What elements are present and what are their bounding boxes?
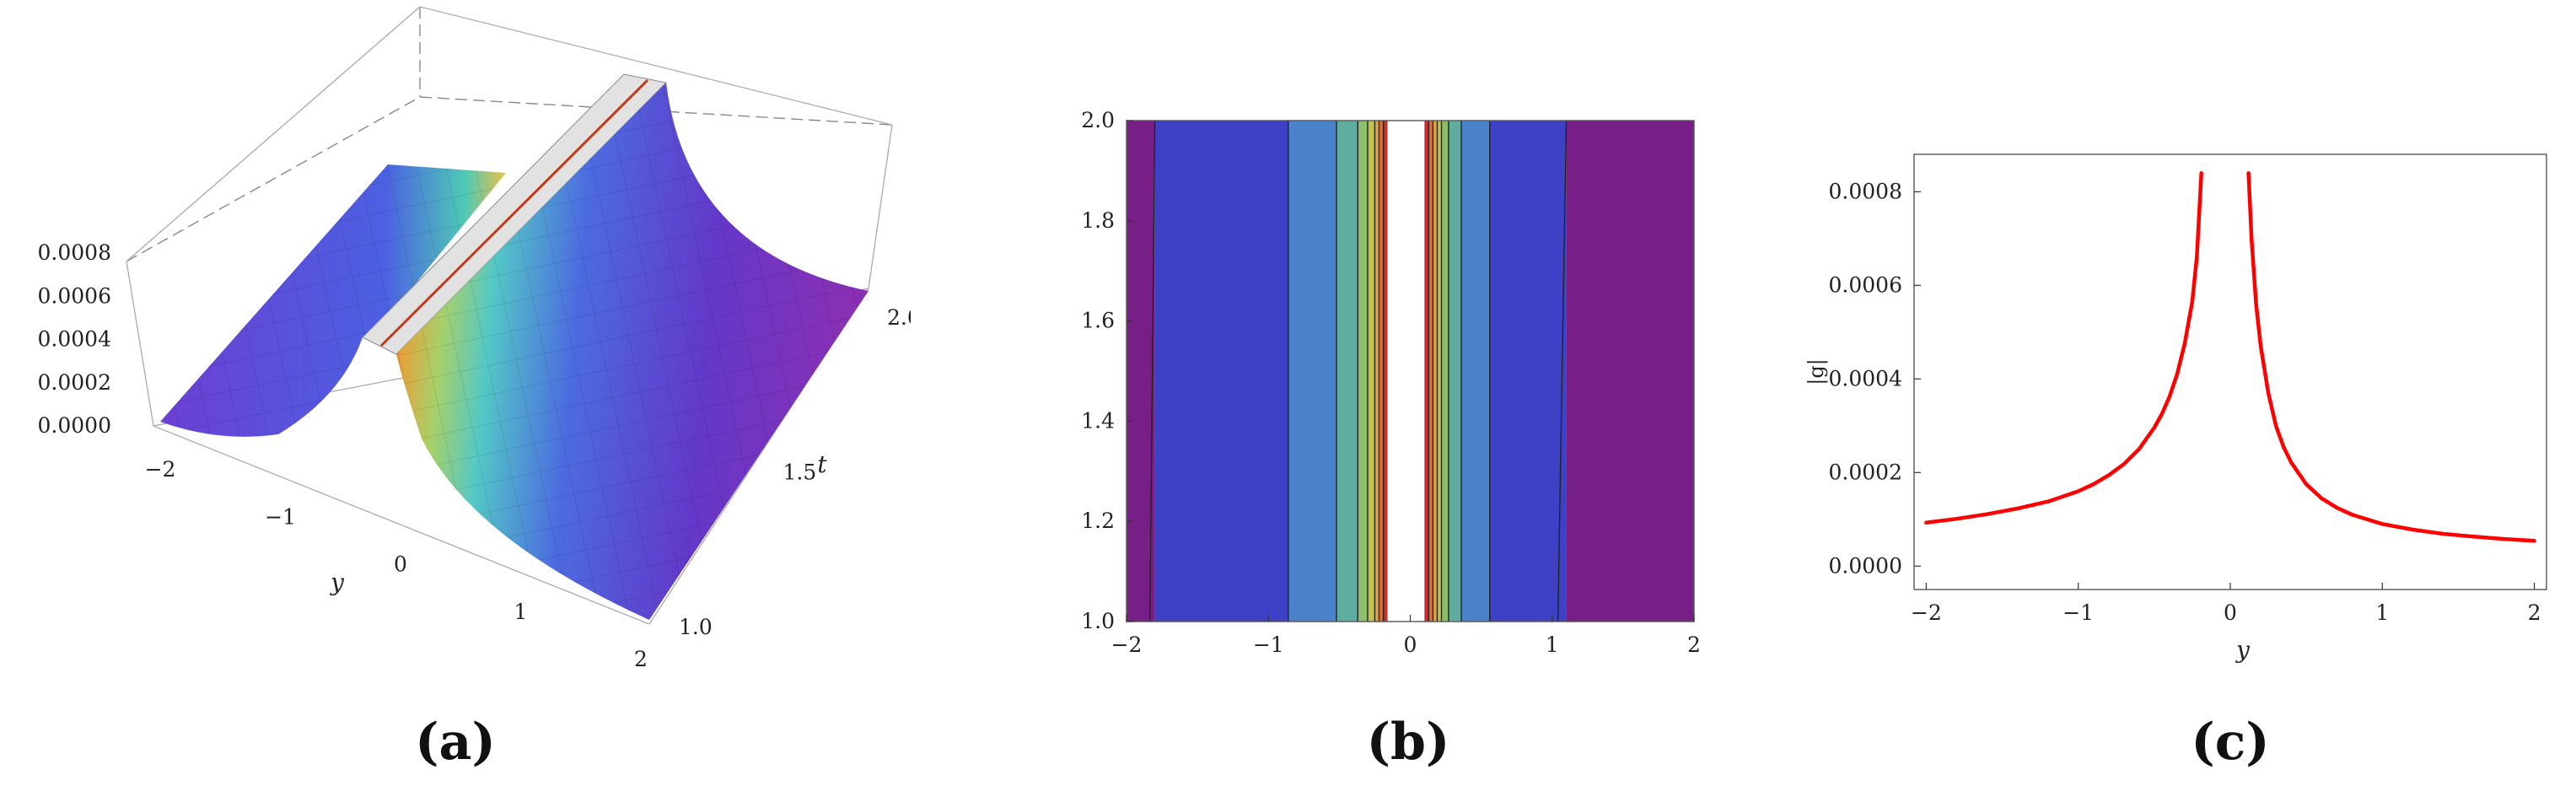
contour-band: [1424, 121, 1429, 622]
contour-band: [1566, 121, 1694, 622]
contour-band: [1441, 121, 1449, 622]
x-tick-label: −2: [1111, 633, 1143, 657]
contour-bands: [1127, 121, 1694, 622]
contour-band: [1461, 121, 1490, 622]
contour-band: [1154, 121, 1288, 622]
x-tick-label: −1: [265, 504, 296, 529]
panel-c-label: (c): [2191, 713, 2269, 772]
x-tick-label: 2: [1687, 633, 1701, 657]
x-tick-label: 2: [634, 647, 648, 671]
series-g: [1924, 170, 2536, 543]
x-axis-label-c: y: [2235, 636, 2251, 664]
y-tick-label: 1.2: [1081, 509, 1115, 533]
axis-ticks-a: 0.0000 0.0002 0.0004 0.0006 0.0008 −2 −1 0 1 2 1.0…: [38, 240, 921, 671]
y-axis-label-c: |g|: [1804, 358, 1829, 385]
y-tick-label: 0.0006: [1829, 272, 1902, 297]
contour-line: [1148, 120, 1156, 622]
panel-a-label: (a): [415, 713, 496, 772]
y-tick-label: 1.0: [1081, 609, 1115, 633]
z-tick-label: 0.0002: [38, 370, 111, 395]
x-tick-label: 1: [514, 600, 528, 624]
surface-plot-3d: 0.0000 0.0002 0.0004 0.0006 0.0008 −2 −1 0 1 2 1.0…: [38, 6, 921, 772]
contour-band: [1374, 121, 1379, 622]
y-tick-label: 0.0004: [1829, 366, 1902, 390]
contour-band: [1288, 121, 1337, 622]
z-tick-label: 0.0006: [38, 283, 111, 308]
contour-band: [1368, 121, 1375, 622]
contour-band: [1489, 121, 1567, 622]
axis-ticks-b: −2 −1 0 1 2 1.0 1.2 1.4 1.6 1.8 2.0: [1081, 108, 1701, 657]
panel-b-label: (b): [1367, 713, 1450, 772]
t-tick-label: 2.0: [887, 305, 911, 330]
x-tick-label: 1: [1546, 633, 1559, 657]
panel-a: 0.0000 0.0002 0.0004 0.0006 0.0008 −2 −1 0 1 2 1.0…: [0, 0, 921, 783]
contour-plot: −2 −1 0 1 2 1.0 1.2 1.4 1.6 1.8 2.0 (b): [1081, 108, 1701, 772]
t-tick-label: 1.5: [783, 460, 817, 485]
y-tick-label: 1.4: [1081, 408, 1115, 433]
panel-c: −2 −1 0 1 2 0.0000 0.0002 0.0004 0.0006 0.0008 y …: [1712, 0, 2576, 783]
contour-lines: [1148, 120, 1568, 622]
contour-band: [1336, 121, 1358, 622]
contour-band: [1437, 121, 1442, 622]
contour-band: [1387, 121, 1425, 622]
x-tick-label: 2: [2528, 600, 2541, 625]
contour-band: [1379, 121, 1384, 622]
t-tick-label: 1.0: [679, 615, 713, 639]
y-tick-label: 2.0: [1081, 108, 1115, 132]
contour-line: [1557, 120, 1568, 622]
x-tick-label: 0: [394, 552, 407, 577]
plot-frame-c: [1913, 153, 2547, 590]
z-tick-label: 0.0008: [38, 240, 111, 265]
y-tick-label: 0.0000: [1829, 553, 1902, 578]
contour-band: [1358, 121, 1369, 622]
contour-band: [1433, 121, 1438, 622]
x-tick-label: −2: [145, 457, 176, 482]
axis-ticks-c: −2 −1 0 1 2 0.0000 0.0002 0.0004 0.0006 0.0008: [1829, 179, 2541, 625]
z-tick-label: 0.0000: [38, 413, 111, 438]
z-tick-label: 0.0004: [38, 327, 111, 352]
contour-band: [1428, 121, 1433, 622]
x-tick-label: 0: [2224, 600, 2237, 625]
x-tick-label: −1: [1253, 633, 1284, 657]
y-tick-label: 0.0008: [1829, 179, 1902, 203]
x-tick-label: −2: [1911, 600, 1942, 625]
contour-band: [1383, 121, 1388, 622]
x-tick-label: −1: [2062, 600, 2094, 625]
y-tick-label: 1.8: [1081, 208, 1115, 233]
x-tick-label: 1: [2375, 600, 2389, 625]
x-axis-label-a: y: [329, 568, 345, 596]
contour-band: [1448, 121, 1462, 622]
panel-b: −2 −1 0 1 2 1.0 1.2 1.4 1.6 1.8 2.0 (b): [911, 0, 1712, 783]
series-line: [2246, 170, 2536, 543]
x-tick-label: 0: [1404, 633, 1417, 657]
y-tick-label: 0.0002: [1829, 460, 1902, 484]
y-axis-label-a: t: [817, 450, 827, 478]
y-tick-label: 1.6: [1081, 309, 1115, 333]
series-line: [1924, 170, 2203, 525]
